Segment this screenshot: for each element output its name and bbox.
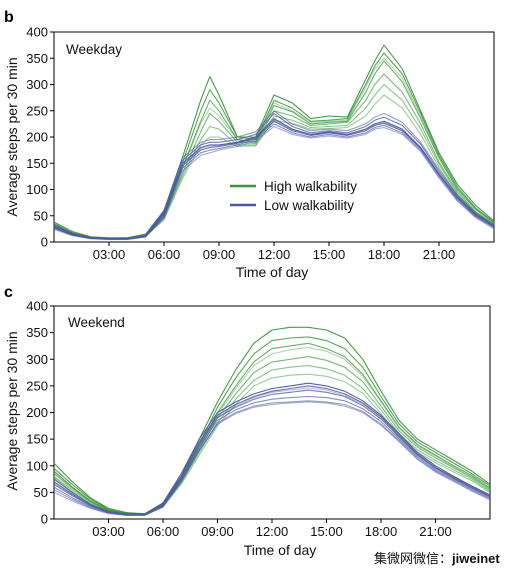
y-tick-label-weekday-7: 300 xyxy=(26,77,48,92)
series-line-weekday-high-4 xyxy=(53,73,495,240)
x-tick-label-weekend-4: 12:00 xyxy=(256,524,289,539)
x-tick-label-weekend-7: 21:00 xyxy=(419,524,452,539)
x-tick-label-weekday-4: 12:00 xyxy=(258,247,291,262)
weekday-panel: b Weekday Time of day Average steps per … xyxy=(4,9,495,280)
panel-letter-c: c xyxy=(4,284,13,301)
x-axis-label-weekday: Time of day xyxy=(236,264,309,280)
series-line-weekday-low-6 xyxy=(53,125,495,240)
x-tick-label-weekend-1: 03:00 xyxy=(92,524,125,539)
series-line-weekend-high-3 xyxy=(53,342,491,515)
y-tick-label-weekend-8: 350 xyxy=(26,325,48,340)
series-line-weekend-low-7 xyxy=(53,387,491,516)
series-line-weekend-high-2 xyxy=(53,336,491,515)
x-tick-label-weekday-7: 21:00 xyxy=(423,247,456,262)
series-line-weekend-high-1 xyxy=(53,326,491,515)
x-tick-label-weekday-3: 09:00 xyxy=(203,247,236,262)
y-tick-label-weekend-5: 200 xyxy=(26,405,48,420)
panel-name-weekday: Weekday xyxy=(66,42,122,57)
y-axis-label-weekday: Average steps per 30 min xyxy=(4,57,20,216)
y-tick-label-weekday-6: 250 xyxy=(26,103,48,118)
x-tick-label-weekday-5: 15:00 xyxy=(313,247,346,262)
series-line-weekday-low-5 xyxy=(53,110,495,239)
y-axis-label-weekend: Average steps per 30 min xyxy=(4,331,20,490)
y-tick-label-weekend-2: 50 xyxy=(34,485,48,500)
y-tick-label-weekend-6: 250 xyxy=(26,378,48,393)
y-tick-label-weekday-3: 100 xyxy=(26,182,48,197)
panel-name-weekend: Weekend xyxy=(68,315,125,330)
x-tick-label-weekend-5: 15:00 xyxy=(310,524,343,539)
y-tick-label-weekday-4: 150 xyxy=(26,156,48,171)
x-tick-label-weekday-2: 06:00 xyxy=(148,247,181,262)
y-tick-label-weekday-9: 400 xyxy=(26,25,48,40)
y-tick-label-weekday-5: 200 xyxy=(26,130,48,145)
y-tick-label-weekday-1: 0 xyxy=(41,235,48,250)
legend-weekday: High walkability Low walkability xyxy=(230,179,357,213)
x-tick-label-weekend-3: 09:00 xyxy=(201,524,234,539)
series-line-weekend-high-6 xyxy=(53,373,491,516)
panel-letter-b: b xyxy=(4,9,14,26)
x-tick-label-weekday-6: 18:00 xyxy=(368,247,401,262)
series-line-weekday-low-7 xyxy=(53,119,495,240)
weekend-panel: c Weekend Time of day Average steps per … xyxy=(4,284,491,558)
plot-frame-weekend xyxy=(53,305,491,520)
series-line-weekend-low-3 xyxy=(53,389,491,516)
watermark-text: 集微网微信： xyxy=(374,551,452,566)
series-line-weekend-low-6 xyxy=(53,401,491,516)
y-tick-label-weekend-1: 0 xyxy=(41,512,48,527)
watermark: 集微网微信：jiweinet xyxy=(374,551,500,566)
x-tick-label-weekend-6: 18:00 xyxy=(365,524,398,539)
y-tick-label-weekend-7: 300 xyxy=(26,352,48,367)
series-line-weekend-low-4 xyxy=(53,395,491,516)
series-line-weekend-high-4 xyxy=(53,356,491,516)
x-axis-label-weekend: Time of day xyxy=(244,542,317,558)
y-tick-label-weekend-9: 400 xyxy=(26,299,48,314)
series-line-weekend-high-7 xyxy=(53,346,491,515)
watermark-handle: jiweinet xyxy=(451,551,500,566)
y-tick-label-weekend-4: 150 xyxy=(26,432,48,447)
y-tick-label-weekend-3: 100 xyxy=(26,458,48,473)
x-tick-label-weekday-1: 03:00 xyxy=(93,247,126,262)
y-tick-label-weekday-8: 350 xyxy=(26,51,48,66)
x-tick-label-weekend-2: 06:00 xyxy=(147,524,180,539)
legend-label-low: Low walkability xyxy=(264,198,354,213)
y-tick-label-weekday-2: 50 xyxy=(34,208,48,223)
legend-label-high: High walkability xyxy=(264,179,357,194)
